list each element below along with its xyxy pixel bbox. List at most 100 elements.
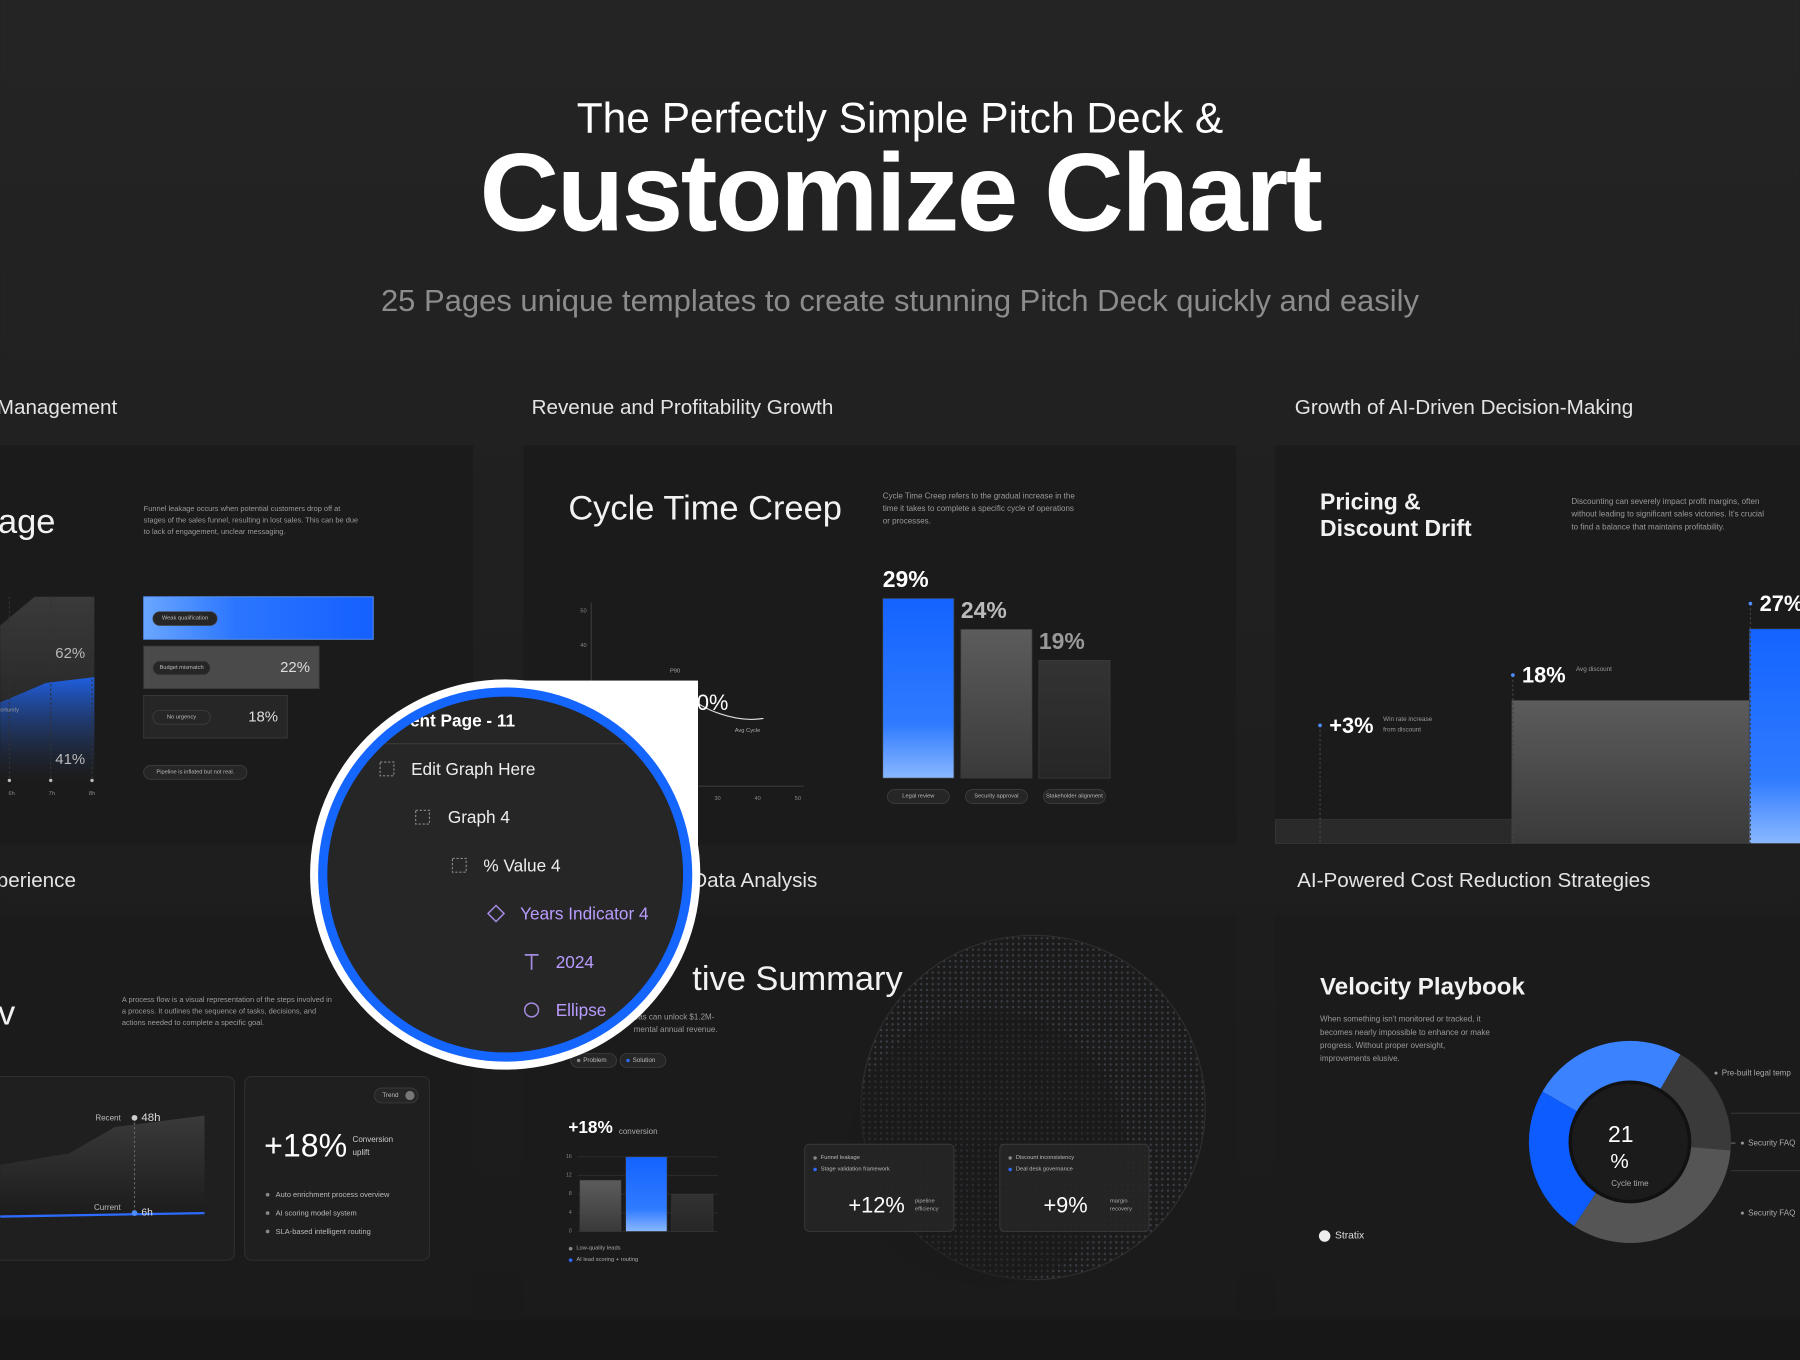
layer-item[interactable]: 2024 xyxy=(556,952,595,972)
center-value: 21 xyxy=(1608,1121,1634,1147)
section-label: Revenue and Profitability Growth xyxy=(532,396,834,419)
trend-line xyxy=(0,1211,205,1218)
layer-item[interactable]: Years Indicator 4 xyxy=(520,904,649,924)
pill-label: Pipeline is inflated but not real. xyxy=(156,769,234,775)
layer-item[interactable]: % Value 4 xyxy=(483,855,561,875)
area-gray xyxy=(0,1115,205,1215)
bottom-fade xyxy=(0,1319,1800,1360)
marker-label: P90 xyxy=(670,668,680,674)
slide-title: tive Summary xyxy=(692,960,903,998)
pill xyxy=(965,789,1028,804)
slide-title: Velocity Playbook xyxy=(1320,974,1525,1001)
pill xyxy=(152,611,218,626)
dot xyxy=(1318,723,1322,728)
layer-item[interactable]: Graph 4 xyxy=(448,807,511,827)
area-label: 41% xyxy=(55,752,85,768)
bullet xyxy=(265,1229,270,1234)
item-text: Stage validation framework xyxy=(821,1166,890,1172)
pill xyxy=(152,710,211,725)
y-tick-label: 16 xyxy=(566,1154,572,1160)
pill xyxy=(887,789,950,804)
section-label: Growth of AI-Driven Decision-Making xyxy=(1295,396,1633,419)
value: 48h xyxy=(141,1112,160,1124)
dot xyxy=(48,778,53,783)
dot xyxy=(1748,601,1753,606)
pill-label: Stakeholder alignment xyxy=(1046,793,1103,799)
slide-title: age xyxy=(0,503,55,541)
caption: conversion xyxy=(619,1127,658,1136)
bar xyxy=(625,1156,668,1232)
big-value: +18% xyxy=(264,1127,347,1163)
bar xyxy=(671,1193,714,1232)
x-tick-label: 7h xyxy=(49,791,55,797)
callout-card xyxy=(999,1143,1150,1232)
bar xyxy=(1038,660,1111,779)
slide-description: eas can unlock $1.2M- xyxy=(634,1012,715,1021)
area-blue xyxy=(0,677,95,781)
inner-card xyxy=(244,1075,431,1261)
layer-item[interactable]: Edit Graph Here xyxy=(411,759,535,779)
bullet-text: Auto enrichment process overview xyxy=(276,1190,390,1199)
dot xyxy=(576,1058,581,1063)
slide-description: or processes. xyxy=(883,517,931,526)
y-tick-label: 40 xyxy=(580,643,586,649)
value-label: +3% xyxy=(1329,713,1373,738)
slide-title: Discount Drift xyxy=(1320,515,1472,541)
caption: from discount xyxy=(1383,726,1421,733)
slide-description: A process flow is a visual representatio… xyxy=(122,995,332,1004)
bullet xyxy=(1008,1167,1012,1172)
slide-description: improvements elusive. xyxy=(1320,1054,1400,1063)
donut-hole xyxy=(1568,1080,1692,1204)
legend-label: Security FAQ xyxy=(1748,1209,1795,1218)
item-text: Deal desk governance xyxy=(1016,1166,1073,1172)
bullet xyxy=(813,1167,817,1172)
item-text: Funnel leakage xyxy=(821,1155,860,1161)
icon xyxy=(524,954,539,970)
bullet xyxy=(1740,1211,1744,1215)
slide-description: progress. Without proper oversight, xyxy=(1320,1041,1445,1050)
dot xyxy=(7,778,12,783)
section-label: perience xyxy=(0,869,76,892)
pill-label: Solution xyxy=(633,1057,656,1064)
pill-label: Weak qualification xyxy=(162,616,208,622)
center-unit: % xyxy=(1610,1150,1628,1173)
dot xyxy=(131,1210,138,1216)
pill xyxy=(1043,789,1106,804)
caption: efficiency xyxy=(915,1207,939,1213)
icon xyxy=(486,904,506,923)
y-tick-label: 50 xyxy=(580,609,586,615)
slide-title: Cycle Time Creep xyxy=(568,489,842,527)
legend-dot xyxy=(568,1258,573,1262)
dot xyxy=(1511,673,1515,677)
step-bar xyxy=(1748,628,1800,844)
icon xyxy=(451,857,467,873)
callout-card xyxy=(804,1143,955,1232)
caption: Win rate increase xyxy=(1383,716,1432,723)
value-label: 22% xyxy=(280,660,310,676)
label: Current xyxy=(94,1203,122,1212)
pill-label: Legal review xyxy=(902,793,935,799)
kicker: The Perfectly Simple Pitch Deck & xyxy=(577,95,1223,142)
legend-label: Avg Cycle xyxy=(735,728,761,734)
dot xyxy=(131,1114,138,1121)
slide-description: a process. It outlines the sequence of t… xyxy=(122,1007,316,1016)
metric-value: +18% xyxy=(568,1117,612,1137)
bullet xyxy=(1008,1156,1012,1160)
icon xyxy=(405,1090,415,1101)
bullet-text: AI scoring model system xyxy=(276,1209,357,1218)
area-tag: ortunity xyxy=(0,707,19,713)
layer-item[interactable]: Ellipse xyxy=(556,1000,607,1020)
x-tick-label: 30 xyxy=(714,796,720,802)
section-label: Management xyxy=(0,396,118,419)
donut-segment xyxy=(1528,1091,1598,1227)
donut-segment xyxy=(1659,1054,1731,1151)
item-text: Discount inconsistency xyxy=(1016,1155,1074,1161)
legend-label: Security FAQ xyxy=(1748,1139,1795,1148)
slide-description: Funnel leakage occurs when potential cus… xyxy=(144,504,342,513)
metric-value: +12% xyxy=(848,1193,904,1218)
value-label: 27% xyxy=(1760,591,1800,616)
pill-label: Problem xyxy=(583,1057,606,1064)
section-label: Data Analysis xyxy=(692,869,817,892)
slide-description: without leading to significant sales vic… xyxy=(1570,510,1764,519)
panel-header: ent Page - 11 xyxy=(410,711,516,731)
